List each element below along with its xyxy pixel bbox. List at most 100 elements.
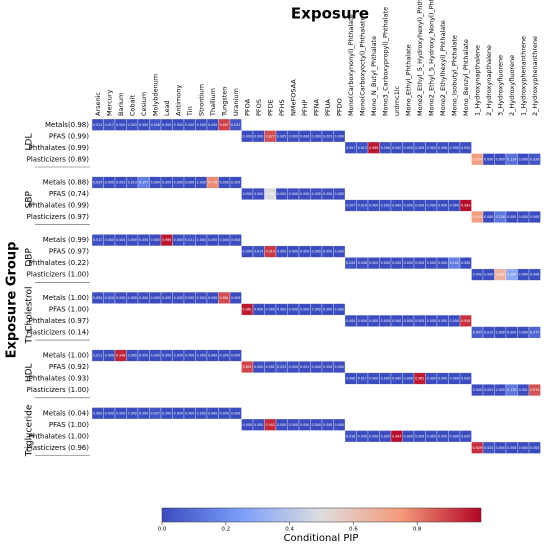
cell-value-label: 0.000 (484, 273, 493, 277)
row-label: Plasticizers (0.14) (27, 328, 90, 336)
cell-value-label: 0.000 (277, 250, 286, 254)
cell-value-label: 0.000 (312, 365, 321, 369)
cell-value-label: 0.000 (335, 192, 344, 196)
heatmap-cell (333, 418, 346, 431)
heatmap-cell (528, 384, 541, 396)
row-label: Phthalates (0.99) (29, 201, 90, 209)
cell-value-label: 0.000 (128, 238, 137, 242)
cell-value-label: 0.000 (519, 273, 528, 277)
cell-value-label: 0.000 (243, 423, 252, 427)
cell-value-label: 0.000 (174, 238, 183, 242)
cell-value-label: 0.000 (323, 250, 332, 254)
cell-value-label: 0.000 (231, 296, 240, 300)
cell-value-label: 0.000 (116, 238, 125, 242)
heatmap-cell (333, 188, 346, 200)
cell-value-label: 0.891 (243, 365, 252, 369)
column-label: Cobalt (128, 95, 136, 116)
cell-value-label: 0.000 (208, 123, 217, 127)
heatmap-cell (528, 326, 541, 339)
cell-value-label: 0.000 (438, 319, 447, 323)
colorbar-tick-label: 0.4 (285, 527, 294, 533)
cell-value-label: 0.969 (162, 238, 171, 242)
heatmap-cell (528, 211, 541, 223)
cell-value-label: 0.000 (496, 330, 505, 334)
row-label: Metals (0.99) (43, 236, 90, 244)
row-label: PFAS (0.74) (49, 190, 89, 198)
column-label: NMeFOSAA (289, 79, 297, 116)
cell-value-label: 0.000 (438, 377, 447, 381)
row-label: Metals(0.98) (45, 121, 89, 129)
cell-value-label: 0.942 (266, 423, 275, 427)
column-label: Mono_N_Butyl_Phthalate (370, 36, 378, 116)
group-label: LDL (25, 134, 35, 151)
cell-value-label: 0.027 (151, 411, 160, 415)
cell-value-label: 0.984 (392, 434, 401, 438)
cell-value-label: 0.000 (185, 354, 194, 358)
cell-value-label: 0.000 (519, 446, 528, 450)
colorbar-tick-label: 0.0 (158, 527, 167, 533)
cell-value-label: 0.000 (231, 354, 240, 358)
cell-value-label: 0.000 (496, 446, 505, 450)
cell-value-label: 0.000 (427, 203, 436, 207)
cell-value-label: 0.000 (139, 123, 148, 127)
cell-value-label: 0.006 (415, 146, 424, 150)
column-label: Lead (163, 100, 171, 116)
column-label: PFNA (312, 98, 320, 116)
cell-value-label: 0.000 (369, 261, 378, 265)
cell-value-label: 0.000 (243, 250, 252, 254)
cell-value-label: 0.000 (162, 123, 171, 127)
cell-value-label: 0.000 (277, 423, 286, 427)
cell-value-label: 0.005 (277, 134, 286, 138)
cell-value-label: 0.010 (358, 203, 367, 207)
heatmap-cell (229, 291, 242, 304)
cell-value-label: 0.000 (139, 238, 148, 242)
cell-value-label: 0.012 (484, 330, 493, 334)
cell-value-label: 0.000 (358, 434, 367, 438)
heatmap-cell (459, 314, 472, 327)
cell-value-label: 0.000 (404, 203, 413, 207)
cell-value-label: 0.000 (519, 215, 528, 219)
colorbar (161, 507, 482, 523)
cell-value-label: 0.914 (266, 250, 275, 254)
cell-value-label: 0.026 (530, 157, 539, 161)
cell-value-label: 0.000 (208, 296, 217, 300)
cell-value-label: 0.000 (197, 123, 206, 127)
cell-value-label: 0.126 (496, 215, 505, 219)
cell-value-label: 0.000 (289, 365, 298, 369)
row-label: PFAS (0.99) (49, 132, 89, 140)
column-label: Mono_Benzyl_Phthalate (462, 39, 470, 116)
cell-value-label: 0.000 (507, 215, 516, 219)
cell-value-label: 0.000 (335, 307, 344, 311)
cell-value-label: 0.000 (519, 157, 528, 161)
cell-value-label: 0.000 (197, 238, 206, 242)
cell-value-label: 0.152 (450, 261, 459, 265)
cell-value-label: 0.000 (404, 434, 413, 438)
cell-value-label: 0.000 (427, 319, 436, 323)
cell-value-label: 0.000 (415, 261, 424, 265)
cell-value-label: 0.000 (254, 134, 263, 138)
column-label: Thallium (209, 88, 217, 117)
cell-value-label: 0.006 (358, 261, 367, 265)
cell-value-label: 0.017 (105, 123, 114, 127)
cell-value-label: 0.000 (185, 411, 194, 415)
cell-value-label: 0.000 (530, 215, 539, 219)
cell-value-label: 0.000 (128, 411, 137, 415)
column-label: Tungsten (220, 87, 228, 117)
cell-value-label: 0.000 (208, 354, 217, 358)
column-label: Molybdenum (151, 74, 159, 116)
heatmap-cell (459, 199, 472, 212)
cell-value-label: 0.000 (450, 434, 459, 438)
cell-value-label: 0.000 (438, 203, 447, 207)
cell-value-label: 0.000 (312, 307, 321, 311)
cell-value-label: 0.017 (254, 250, 263, 254)
column-label: 1_Hydroxyphenanthrene (519, 36, 527, 116)
column-label: 2_Hydroxyfluorene (508, 55, 516, 116)
cell-value-label: 0.000 (381, 319, 390, 323)
cell-value-label: 0.000 (105, 354, 114, 358)
cell-value-label: 0.157 (139, 180, 148, 184)
cell-value-label: 0.000 (519, 330, 528, 334)
group-label: SBP (25, 190, 35, 208)
cell-value-label: 0.000 (323, 423, 332, 427)
cell-value-label: 0.000 (266, 307, 275, 311)
